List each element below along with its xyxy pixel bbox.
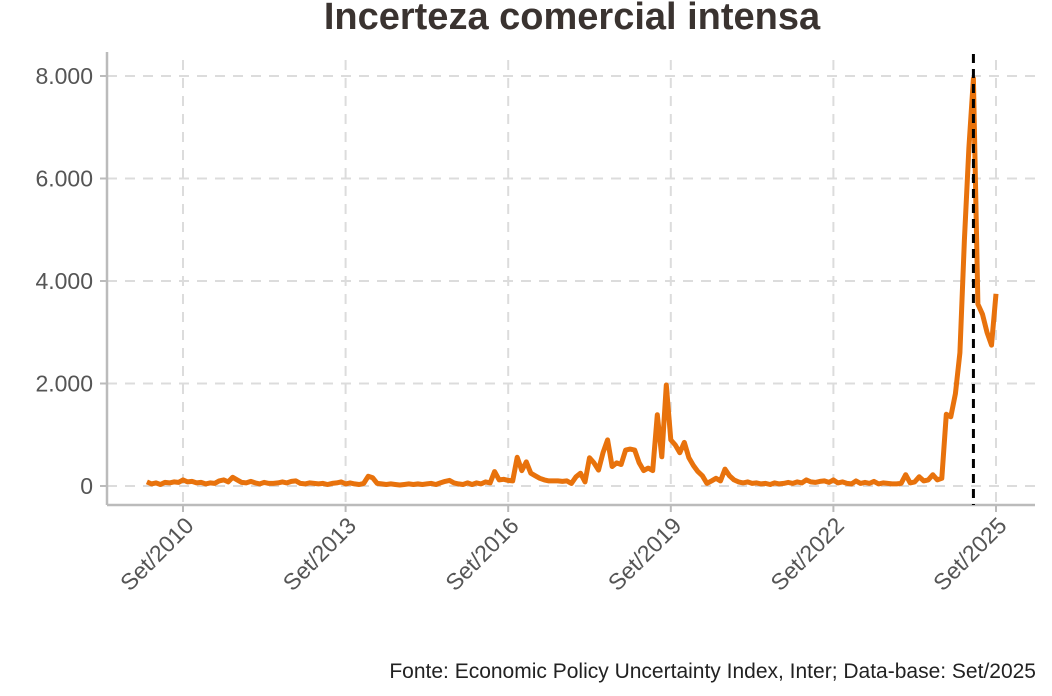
y-tick-label: 0 xyxy=(80,473,93,499)
x-tick-label: Set/2025 xyxy=(928,512,1012,596)
source-caption: Fonte: Economic Policy Uncertainty Index… xyxy=(389,660,1036,683)
y-tick-label: 2.000 xyxy=(35,371,93,397)
chart-title: Incerteza comercial intensa xyxy=(323,0,821,38)
x-tick-label: Set/2013 xyxy=(278,512,362,596)
x-tick-label: Set/2019 xyxy=(603,512,687,596)
x-tick-label: Set/2016 xyxy=(440,512,524,596)
y-tick-label: 8.000 xyxy=(35,63,93,89)
y-tick-label: 4.000 xyxy=(35,268,93,294)
x-tick-label: Set/2022 xyxy=(765,512,849,596)
x-tick-label: Set/2010 xyxy=(115,512,199,596)
y-tick-label: 6.000 xyxy=(35,166,93,192)
